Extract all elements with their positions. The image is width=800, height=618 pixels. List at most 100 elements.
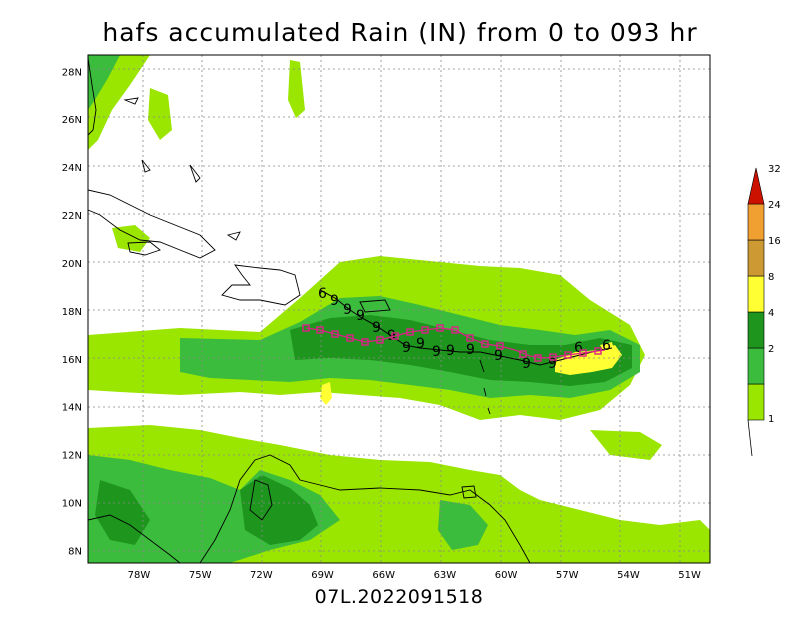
colorbar-label: 16 <box>768 236 781 247</box>
colorbar-label: 4 <box>768 308 774 319</box>
coastline-jamaica <box>127 241 161 256</box>
storm-symbol: 9 <box>494 348 503 364</box>
best-track-marker <box>421 326 429 334</box>
coastline-south-america <box>87 454 531 564</box>
rain-area-east-right <box>590 430 662 460</box>
best-track-marker <box>594 347 602 355</box>
best-track-marker <box>346 334 354 342</box>
best-track-marker <box>436 324 444 332</box>
lon-tick-label: 51W <box>678 570 701 581</box>
map-title: hafs accumulated Rain (IN) from 0 to 093… <box>102 18 698 47</box>
storm-symbol: 9 <box>356 308 365 324</box>
storm-symbol: 9 <box>416 336 425 352</box>
colorbar-label: 1 <box>768 414 774 425</box>
lat-tick-label: 14N <box>62 403 82 414</box>
lat-tick-label: 18N <box>62 307 82 318</box>
lat-tick-label: 12N <box>62 451 82 462</box>
best-track-marker <box>534 354 542 362</box>
lon-tick-label: 60W <box>495 570 518 581</box>
coastline-bahamas-2 <box>141 159 151 173</box>
lat-tick-label: 26N <box>62 115 82 126</box>
lon-tick-label: 57W <box>556 570 579 581</box>
coastline-bahamas-1 <box>123 97 139 105</box>
best-track-marker <box>549 353 557 361</box>
storm-symbol: 6 <box>602 338 611 354</box>
lon-tick-label: 69W <box>311 570 334 581</box>
storm-symbol: 9 <box>466 342 475 358</box>
lat-tick-label: 28N <box>62 67 82 78</box>
best-track-marker <box>331 330 339 338</box>
lat-tick-labels: 8N 10N 12N 14N 16N 18N 20N 22N 24N 26N 28N <box>62 67 82 557</box>
colorbar-box <box>747 239 765 277</box>
graticule <box>88 55 710 563</box>
storm-symbol: 9 <box>330 293 339 309</box>
colorbar-box <box>747 203 765 241</box>
lat-tick-label: 10N <box>62 499 82 510</box>
best-track-line <box>305 327 606 359</box>
colorbar-arrow-bottom <box>747 419 753 457</box>
rain-field <box>88 55 710 563</box>
lon-tick-label: 75W <box>189 570 212 581</box>
storm-symbol: 9 <box>522 356 531 372</box>
coastline-lesser-antilles <box>479 359 491 415</box>
best-track-marker <box>564 351 572 359</box>
best-track-marker <box>391 332 399 340</box>
lat-tick-label: 22N <box>62 211 82 222</box>
best-track-marker <box>376 336 384 344</box>
best-track-marker <box>466 334 474 342</box>
storm-symbol: 9 <box>432 344 441 360</box>
lon-tick-labels: 78W 75W 72W 69W 66W 63W 60W 57W 54W 51W <box>128 570 701 581</box>
rain-band-core <box>290 315 632 386</box>
lon-tick-label: 63W <box>434 570 457 581</box>
coastline-florida <box>87 57 97 136</box>
storm-symbol: 6 <box>318 286 327 302</box>
best-track-marker <box>406 328 414 336</box>
map-subtitle: 07L.2022091518 <box>314 586 484 608</box>
coastline-cuba <box>87 189 216 259</box>
rain-area-cuba <box>112 225 150 252</box>
lon-tick-label: 72W <box>250 570 273 581</box>
rain-max-yellow-1 <box>555 345 622 375</box>
colorbar-label: 2 <box>768 344 774 355</box>
map-border <box>87 54 711 564</box>
lat-tick-label: 16N <box>62 355 82 366</box>
best-track-marker <box>361 338 369 346</box>
rain-area-east-patch <box>438 500 488 550</box>
rain-area-bahamas-inner <box>88 55 120 110</box>
best-track-marker <box>481 340 489 348</box>
colorbar-label: 32 <box>768 164 781 175</box>
best-track-marker <box>519 350 527 358</box>
rain-max-yellow-2 <box>320 382 332 405</box>
best-track-marker <box>579 349 587 357</box>
colorbar-label: 24 <box>768 200 781 211</box>
storm-symbol: 9 <box>402 340 411 356</box>
storm-symbol: 9 <box>548 356 557 372</box>
best-track-markers <box>302 324 602 362</box>
coastlines <box>87 57 531 564</box>
forecast-track <box>319 289 613 366</box>
storm-symbol: 6 <box>574 340 583 356</box>
colorbar-box <box>747 311 765 349</box>
rain-area-south-core <box>240 475 318 545</box>
best-track-marker <box>451 326 459 334</box>
lat-tick-label: 8N <box>68 547 82 558</box>
coastline-bahamas-4 <box>226 231 241 241</box>
rain-area-atlantic-1 <box>148 88 172 140</box>
colorbar-label: 8 <box>768 272 774 283</box>
coastline-hispaniola <box>221 264 301 306</box>
colorbar-arrow-top <box>747 167 765 205</box>
forecast-track-line <box>319 289 613 366</box>
best-track <box>305 327 606 359</box>
storm-symbol: 9 <box>446 343 455 359</box>
lon-tick-label: 78W <box>128 570 151 581</box>
lat-tick-label: 20N <box>62 259 82 270</box>
coastline-trinidad <box>461 485 477 499</box>
coastline-venezuela-lake <box>249 479 273 521</box>
lon-tick-label: 54W <box>617 570 640 581</box>
coastline-bahamas-3 <box>189 164 201 183</box>
best-track-marker <box>316 326 324 334</box>
coastline-puerto-rico <box>359 299 391 313</box>
colorbar-box <box>747 383 765 421</box>
